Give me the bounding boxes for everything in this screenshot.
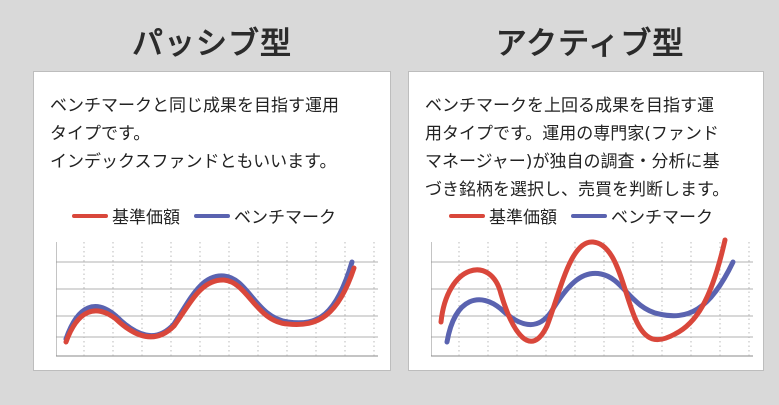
passive-chart — [56, 242, 378, 357]
passive-legend-benchmark: ベンチマーク — [194, 203, 336, 228]
active-description-line-1: ベンチマークを上回る成果を目指す運 — [425, 96, 714, 116]
active-legend-benchmark-swatch — [571, 213, 607, 218]
passive-benchmark-line — [63, 259, 355, 342]
active-description-line-2: 用タイプです。運用の専門家(ファンド — [425, 124, 719, 144]
active-fund-line — [438, 237, 728, 344]
active-card: ベンチマークを上回る成果を目指す運 用タイプです。運用の専門家(ファンド マネー… — [408, 71, 764, 371]
passive-legend-benchmark-label: ベンチマーク — [234, 208, 336, 228]
passive-legend-fund-label: 基準価額 — [112, 208, 180, 228]
active-title: アクティブ型 — [495, 26, 685, 62]
active-legend-benchmark-label: ベンチマーク — [611, 208, 713, 228]
active-description-line-4: づき銘柄を選択し、売買を判断します。 — [425, 180, 730, 200]
active-description: ベンチマークを上回る成果を目指す運 用タイプです。運用の専門家(ファンド マネー… — [425, 92, 729, 204]
active-legend-fund-swatch — [449, 213, 485, 218]
active-chart — [431, 237, 753, 357]
active-legend-benchmark: ベンチマーク — [571, 203, 713, 228]
passive-description-line-3: インデックスファンドともいいます。 — [50, 152, 337, 172]
passive-card: ベンチマークと同じ成果を目指す運用 タイプです。 インデックスファンドともいいま… — [33, 71, 391, 371]
passive-description-line-1: ベンチマークと同じ成果を目指す運用 — [50, 96, 339, 116]
passive-legend-fund-swatch — [72, 213, 108, 218]
passive-description: ベンチマークと同じ成果を目指す運用 タイプです。 インデックスファンドともいいま… — [50, 92, 339, 176]
passive-title: パッシブ型 — [132, 26, 292, 62]
active-legend-fund-label: 基準価額 — [489, 208, 557, 228]
passive-description-line-2: タイプです。 — [50, 124, 151, 144]
active-legend: 基準価額 ベンチマーク — [449, 203, 727, 228]
passive-legend-benchmark-swatch — [194, 213, 230, 218]
active-benchmark-line — [444, 259, 736, 345]
active-legend-fund: 基準価額 — [449, 203, 557, 228]
passive-legend: 基準価額 ベンチマーク — [72, 203, 350, 228]
passive-legend-fund: 基準価額 — [72, 203, 180, 228]
passive-fund-line — [63, 265, 357, 345]
active-description-line-3: マネージャー)が独自の調査・分析に基 — [425, 152, 720, 172]
passive-chart-vgrid — [83, 242, 375, 356]
active-chart-grid — [431, 242, 753, 357]
passive-chart-grid — [56, 242, 378, 357]
